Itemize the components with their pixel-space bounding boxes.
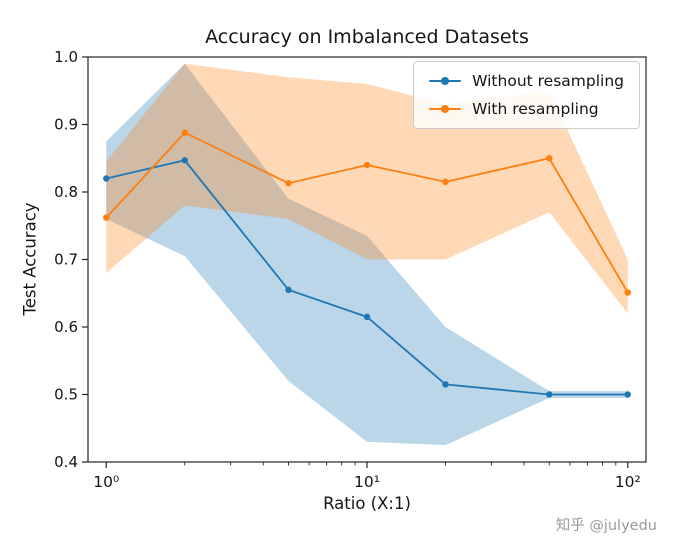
y-tick-label: 0.5 <box>54 386 78 404</box>
y-tick-label: 0.4 <box>54 453 78 471</box>
data-point <box>546 391 553 398</box>
data-point <box>442 178 449 186</box>
data-point <box>181 129 188 136</box>
data-point <box>624 391 631 398</box>
data-point <box>363 161 371 169</box>
y-tick-label: 0.7 <box>54 251 78 269</box>
data-point <box>103 214 110 221</box>
y-tick-label: 0.9 <box>54 116 78 134</box>
chart-title: Accuracy on Imbalanced Datasets <box>205 26 529 48</box>
legend-line-marker-orange <box>429 102 462 116</box>
x-tick-label: 10¹ <box>354 473 380 491</box>
legend-item-with-resampling: With resampling <box>429 100 624 118</box>
x-axis-label: Ratio (X:1) <box>323 494 411 513</box>
legend: Without resampling With resampling <box>413 61 640 129</box>
data-point <box>442 381 449 388</box>
legend-item-without-resampling: Without resampling <box>429 72 624 90</box>
confidence-band <box>106 63 628 446</box>
legend-line-marker-blue <box>429 74 462 88</box>
data-point <box>363 313 371 321</box>
y-tick-label: 0.8 <box>54 183 78 201</box>
data-point <box>285 286 292 294</box>
data-point <box>103 175 110 182</box>
legend-label: Without resampling <box>472 72 624 90</box>
x-tick-label: 10² <box>615 473 641 491</box>
data-point <box>181 157 188 164</box>
y-tick-label: 1.0 <box>54 48 78 66</box>
y-tick-label: 0.6 <box>54 318 78 336</box>
legend-label: With resampling <box>472 100 599 118</box>
x-tick-label: 10⁰ <box>93 473 119 491</box>
data-point <box>546 155 553 162</box>
data-point <box>285 180 292 187</box>
watermark: 知乎 @julyedu <box>555 518 657 534</box>
data-point <box>624 289 631 296</box>
